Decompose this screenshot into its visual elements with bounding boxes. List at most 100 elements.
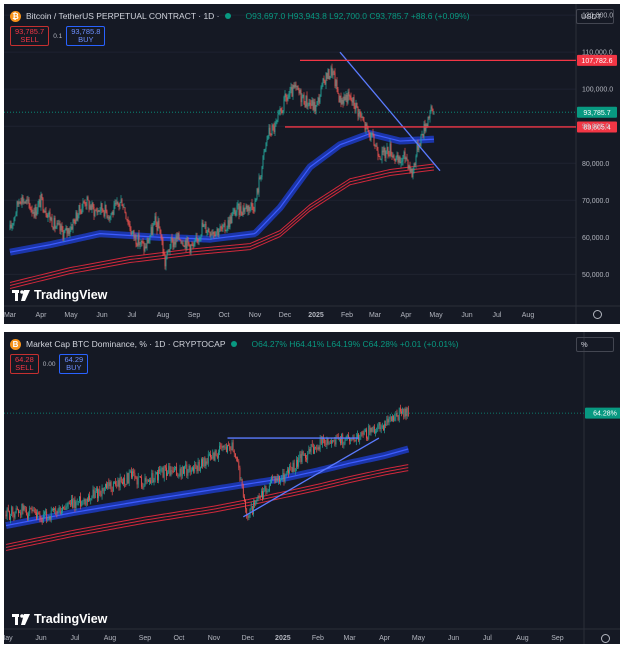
candle-body [274,476,276,483]
candle-body [20,202,22,204]
candle-body [401,161,403,162]
candle-body [200,234,202,238]
candle-body [149,235,151,240]
candle-body [189,244,191,252]
candle-body [274,123,276,133]
candle-body [160,468,162,472]
sell-button[interactable]: 64.28 SELL [10,354,39,374]
candle-body [203,224,205,227]
chart-title[interactable]: Bitcoin / TetherUS PERPETUAL CONTRACT · … [26,11,220,21]
candle-body [149,480,150,482]
candle-body [53,508,54,510]
candle-body [142,486,144,488]
candle-body [264,486,266,491]
buy-button[interactable]: 93,785.8 BUY [66,26,106,46]
candle-body [187,237,189,243]
candle-body [108,217,110,219]
candle-body [49,212,51,220]
candle-body [88,200,90,210]
candle-body [137,477,139,485]
candle-body [48,212,50,215]
candle-body [333,71,335,73]
candle-body [186,464,188,476]
candle-body [366,123,368,127]
candle-body [370,133,372,141]
chart-settings-icon[interactable] [593,310,602,319]
candle-body [153,221,155,226]
candle-body [276,477,278,482]
candle-body [259,496,261,498]
candle-body [45,511,46,513]
candle-body [96,210,98,213]
candle-body [81,501,83,507]
candle-body [74,220,76,224]
candle-body [377,425,379,431]
candle-body [234,209,236,216]
candle-body [307,106,309,107]
btc-usdt-chart-panel[interactable]: 107,782.6 89,805.4 93,785.7 120,000.0 110,00… [4,4,620,324]
candle-body [354,105,356,110]
candle-body [96,488,97,491]
candle-body [252,206,254,211]
candle-body [309,449,311,452]
candle-body [398,407,400,420]
candle-body [253,210,255,212]
candle-body [239,206,241,215]
candle-body [181,242,183,244]
candle-body [61,225,63,231]
sell-label: SELL [15,363,34,372]
candle-body [336,436,338,438]
candle-body [331,440,332,444]
candle-body [146,480,148,482]
candle-body [16,508,18,510]
buy-button[interactable]: 64.29 BUY [59,354,89,374]
candle-body [92,203,94,208]
candle-body [350,439,352,441]
candle-body [256,499,258,501]
candle-body [139,244,141,245]
chart-title[interactable]: Market Cap BTC Dominance, % · 1D · CRYPT… [26,339,226,349]
candle-body [395,413,397,418]
sell-button[interactable]: 93,785.7 SELL [10,26,50,46]
candle-body [400,161,402,164]
candle-body [202,222,204,227]
candle-body [343,443,345,445]
candle-body [345,94,347,101]
candle-body [233,450,235,454]
candle-body [38,199,40,204]
buy-price: 93,785.8 [71,27,101,36]
candle-body [97,488,98,499]
candle-body [76,212,78,221]
candle-body [155,216,157,223]
candle-body [335,80,337,87]
chart-settings-icon[interactable] [601,634,610,643]
btc-usdt-chart[interactable]: 107,782.6 89,805.4 93,785.7 120,000.0 110,00… [4,4,620,324]
candle-body [39,199,41,208]
currency-selector[interactable]: % [576,337,614,352]
candle-body [179,239,181,241]
candle-body [8,511,10,520]
candle-body [339,95,341,103]
currency-selector[interactable]: USDT [576,9,614,24]
candle-body [278,112,280,115]
candle-body [367,438,368,439]
candle-body [321,83,323,88]
candle-body [267,135,269,140]
candle-body [432,108,434,113]
candle-body [273,126,275,133]
btc-dominance-chart-panel[interactable]: 64.28% May Jun Jul Aug Sep Oct Nov Dec 2025 Feb Mar… [4,332,620,644]
btc-dominance-chart[interactable]: 64.28% May Jun Jul Aug Sep Oct Nov Dec 2025 Feb Mar… [4,332,620,644]
candle-body [131,232,133,235]
price-level-label: 89,805.4 [583,125,610,132]
candle-body [248,515,250,518]
candle-body [359,111,361,114]
candle-body [214,234,216,237]
candle-body [224,223,226,232]
candle-body [385,423,387,426]
candle-body [238,203,240,215]
candle-body [320,437,322,444]
red-ma-line [5,464,409,545]
x-tick-label: May [412,635,426,642]
candle-body [164,466,166,468]
candle-body [423,124,425,137]
